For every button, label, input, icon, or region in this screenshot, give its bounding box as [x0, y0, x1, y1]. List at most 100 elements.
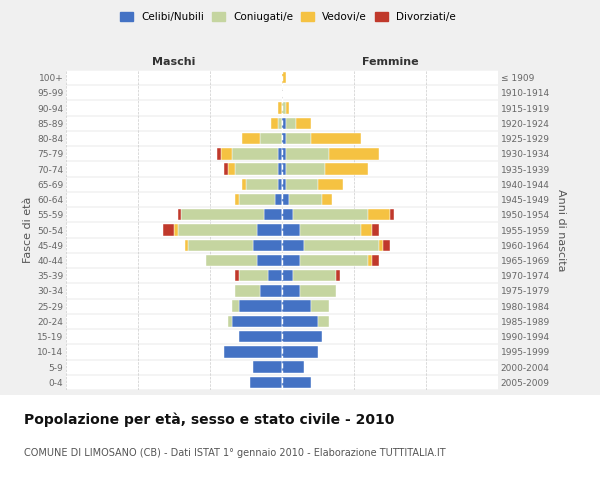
- Bar: [311, 133, 361, 144]
- Text: Maschi: Maschi: [152, 57, 196, 67]
- Bar: [282, 224, 300, 235]
- Bar: [163, 224, 174, 235]
- Bar: [293, 209, 368, 220]
- Bar: [224, 164, 228, 175]
- Bar: [239, 270, 268, 281]
- Bar: [368, 255, 372, 266]
- Text: Popolazione per età, sesso e stato civile - 2010: Popolazione per età, sesso e stato civil…: [24, 412, 394, 427]
- Bar: [268, 270, 282, 281]
- Bar: [181, 209, 264, 220]
- Y-axis label: Anni di nascita: Anni di nascita: [556, 188, 566, 271]
- Bar: [239, 300, 282, 312]
- Bar: [368, 209, 390, 220]
- Bar: [278, 118, 282, 129]
- Bar: [318, 316, 329, 327]
- Bar: [282, 300, 311, 312]
- Bar: [282, 346, 318, 358]
- Bar: [178, 209, 181, 220]
- Bar: [246, 178, 278, 190]
- Bar: [286, 164, 325, 175]
- Bar: [282, 148, 286, 160]
- Bar: [383, 240, 390, 251]
- Bar: [325, 164, 368, 175]
- Bar: [282, 331, 322, 342]
- Bar: [282, 209, 293, 220]
- Bar: [253, 362, 282, 373]
- Bar: [293, 270, 336, 281]
- Bar: [282, 362, 304, 373]
- Bar: [336, 270, 340, 281]
- Bar: [178, 224, 257, 235]
- Bar: [282, 316, 318, 327]
- Legend: Celibi/Nubili, Coniugati/e, Vedovi/e, Divorziati/e: Celibi/Nubili, Coniugati/e, Vedovi/e, Di…: [116, 8, 460, 26]
- Bar: [318, 178, 343, 190]
- Bar: [286, 148, 329, 160]
- Bar: [372, 255, 379, 266]
- Bar: [232, 316, 282, 327]
- Bar: [235, 164, 278, 175]
- Bar: [217, 148, 221, 160]
- Bar: [304, 240, 379, 251]
- Bar: [253, 240, 282, 251]
- Bar: [278, 102, 282, 114]
- Bar: [257, 224, 282, 235]
- Bar: [271, 118, 278, 129]
- Bar: [282, 240, 304, 251]
- Bar: [235, 270, 239, 281]
- Bar: [300, 255, 368, 266]
- Bar: [228, 316, 232, 327]
- Bar: [235, 194, 239, 205]
- Bar: [282, 178, 286, 190]
- Bar: [235, 285, 260, 296]
- Bar: [278, 178, 282, 190]
- Bar: [206, 255, 257, 266]
- Bar: [188, 240, 253, 251]
- Bar: [372, 224, 379, 235]
- Bar: [242, 178, 246, 190]
- Bar: [322, 194, 332, 205]
- Bar: [185, 240, 188, 251]
- Bar: [260, 285, 282, 296]
- Bar: [275, 194, 282, 205]
- Bar: [224, 346, 282, 358]
- Bar: [232, 148, 278, 160]
- Bar: [232, 300, 239, 312]
- Bar: [300, 285, 336, 296]
- Bar: [239, 194, 275, 205]
- Bar: [289, 194, 322, 205]
- Bar: [282, 133, 286, 144]
- Bar: [282, 376, 311, 388]
- Bar: [311, 300, 329, 312]
- Bar: [379, 240, 383, 251]
- Bar: [221, 148, 232, 160]
- Bar: [174, 224, 178, 235]
- Bar: [228, 164, 235, 175]
- Bar: [300, 224, 361, 235]
- Bar: [282, 194, 289, 205]
- Bar: [257, 255, 282, 266]
- Bar: [239, 331, 282, 342]
- Bar: [282, 255, 300, 266]
- Bar: [296, 118, 311, 129]
- Bar: [242, 133, 260, 144]
- Bar: [361, 224, 372, 235]
- Bar: [282, 72, 286, 84]
- Bar: [390, 209, 394, 220]
- Bar: [278, 164, 282, 175]
- Bar: [286, 133, 311, 144]
- Bar: [282, 270, 293, 281]
- Bar: [286, 178, 318, 190]
- Bar: [282, 118, 286, 129]
- Bar: [264, 209, 282, 220]
- Bar: [282, 164, 286, 175]
- Bar: [260, 133, 282, 144]
- Bar: [329, 148, 379, 160]
- Bar: [278, 148, 282, 160]
- Y-axis label: Fasce di età: Fasce di età: [23, 197, 33, 263]
- Bar: [286, 118, 296, 129]
- Bar: [250, 376, 282, 388]
- Bar: [282, 285, 300, 296]
- Text: COMUNE DI LIMOSANO (CB) - Dati ISTAT 1° gennaio 2010 - Elaborazione TUTTITALIA.I: COMUNE DI LIMOSANO (CB) - Dati ISTAT 1° …: [24, 448, 446, 458]
- Bar: [286, 102, 289, 114]
- Bar: [282, 102, 286, 114]
